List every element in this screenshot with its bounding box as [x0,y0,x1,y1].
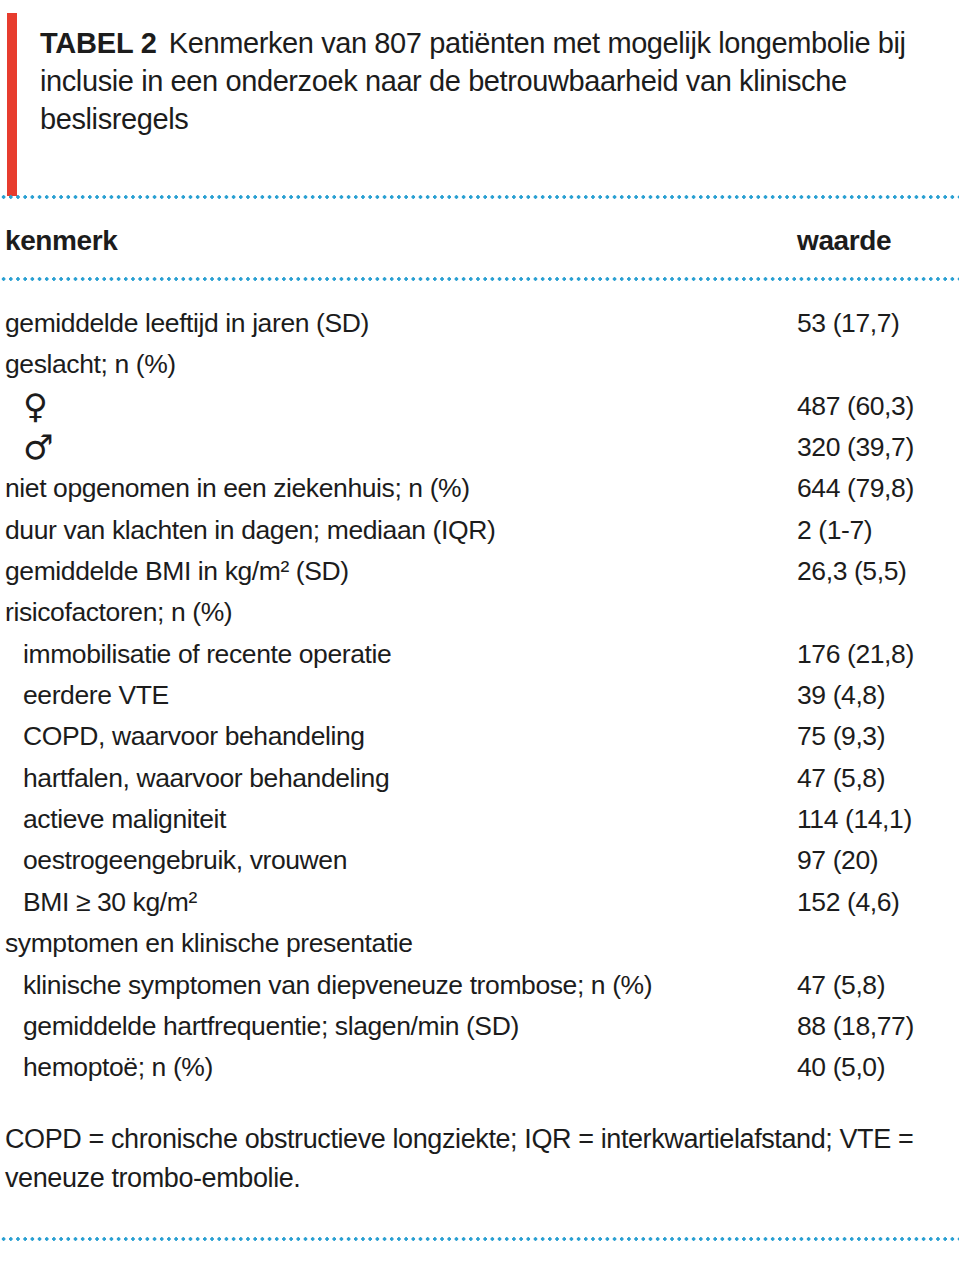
male-symbol: ♂ [23,427,53,468]
row-label: risicofactoren; n (%) [5,592,232,633]
row-value: 53 (17,7) [797,303,899,344]
table-row: COPD, waarvoor behandeling 75 (9,3) [0,716,959,757]
table-row: immobilisatie of recente operatie 176 (2… [0,634,959,675]
table-row: gemiddelde hartfrequentie; slagen/min (S… [0,1006,959,1047]
row-label: eerdere VTE [23,675,169,716]
dotted-divider-bottom [0,1237,959,1241]
row-label: hemoptoë; n (%) [23,1047,213,1088]
row-label: duur van klachten in dagen; mediaan (IQR… [5,510,495,551]
row-label: niet opgenomen in een ziekenhuis; n (%) [5,468,470,509]
column-header-waarde: waarde [797,220,891,262]
journal-table-figure: TABEL 2Kenmerken van 807 patiënten met m… [0,0,959,1263]
row-value: 176 (21,8) [797,634,914,675]
row-value: 320 (39,7) [797,427,914,468]
row-label: BMI ≥ 30 kg/m² [23,882,197,923]
footnote: COPD = chronische obstructieve longziekt… [5,1120,950,1198]
row-label: klinische symptomen van diepveneuze trom… [23,965,652,1006]
table-row: gemiddelde BMI in kg/m² (SD) 26,3 (5,5) [0,551,959,592]
table-row: ♀ 487 (60,3) [0,386,959,427]
row-value: 152 (4,6) [797,882,899,923]
column-header-row: kenmerk waarde [0,220,959,262]
table-row: risicofactoren; n (%) [0,592,959,633]
table-row: symptomen en klinische presentatie [0,923,959,964]
table-row: oestrogeengebruik, vrouwen 97 (20) [0,840,959,881]
row-label: gemiddelde BMI in kg/m² (SD) [5,551,349,592]
row-value: 2 (1-7) [797,510,872,551]
dotted-divider-top [0,195,959,199]
row-value: 487 (60,3) [797,386,914,427]
row-label: oestrogeengebruik, vrouwen [23,840,347,881]
row-label: hartfalen, waarvoor behandeling [23,758,389,799]
row-value: 97 (20) [797,840,878,881]
row-label: gemiddelde hartfrequentie; slagen/min (S… [23,1006,519,1047]
row-label: geslacht; n (%) [5,344,176,385]
row-value: 40 (5,0) [797,1047,885,1088]
row-label: gemiddelde leeftijd in jaren (SD) [5,303,369,344]
table-row: duur van klachten in dagen; mediaan (IQR… [0,510,959,551]
table-row: gemiddelde leeftijd in jaren (SD) 53 (17… [0,303,959,344]
table-row: actieve maligniteit 114 (14,1) [0,799,959,840]
row-label: symptomen en klinische presentatie [5,923,413,964]
accent-bar [7,13,17,196]
table-title-text: Kenmerken van 807 patiënten met mogelijk… [40,27,906,135]
female-symbol: ♀ [23,386,48,427]
row-label: COPD, waarvoor behandeling [23,716,365,757]
table-row: ♂ 320 (39,7) [0,427,959,468]
table-number-label: TABEL 2 [40,27,157,59]
table-row: eerdere VTE 39 (4,8) [0,675,959,716]
table-row: hartfalen, waarvoor behandeling 47 (5,8) [0,758,959,799]
row-value: 47 (5,8) [797,758,885,799]
row-value: 644 (79,8) [797,468,914,509]
row-value: 114 (14,1) [797,799,912,840]
row-value: 47 (5,8) [797,965,885,1006]
table-row: klinische symptomen van diepveneuze trom… [0,965,959,1006]
row-label: immobilisatie of recente operatie [23,634,391,675]
table-row: BMI ≥ 30 kg/m² 152 (4,6) [0,882,959,923]
table-row: geslacht; n (%) [0,344,959,385]
row-value: 88 (18,77) [797,1006,914,1047]
column-header-kenmerk: kenmerk [5,220,117,262]
table-title: TABEL 2Kenmerken van 807 patiënten met m… [40,24,945,138]
table-row: hemoptoë; n (%) 40 (5,0) [0,1047,959,1088]
dotted-divider-header [0,277,959,281]
row-value: 39 (4,8) [797,675,885,716]
table-row: niet opgenomen in een ziekenhuis; n (%) … [0,468,959,509]
row-label: actieve maligniteit [23,799,226,840]
table-body: gemiddelde leeftijd in jaren (SD) 53 (17… [0,303,959,1089]
row-value: 75 (9,3) [797,716,885,757]
row-value: 26,3 (5,5) [797,551,906,592]
